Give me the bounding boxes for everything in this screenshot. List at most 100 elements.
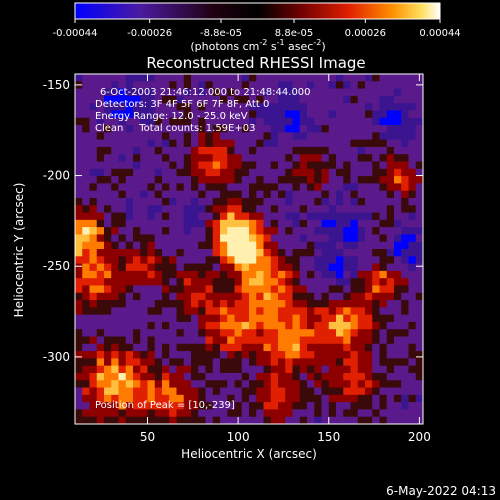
heatmap-cell: [386, 176, 395, 184]
heatmap-cell: [111, 285, 119, 294]
heatmap-cell: [285, 263, 293, 272]
heatmap-cell: [176, 292, 185, 301]
heatmap-cell: [176, 132, 185, 141]
heatmap-cell: [314, 117, 322, 126]
heatmap-cell: [227, 176, 235, 184]
heatmap-cell: [415, 168, 424, 177]
heatmap-cell: [104, 270, 112, 279]
heatmap-cell: [263, 74, 272, 82]
heatmap-cell: [89, 343, 98, 352]
heatmap-cell: [104, 74, 112, 82]
heatmap-cell: [234, 176, 243, 184]
heatmap-cell: [278, 372, 286, 381]
heatmap-cell: [350, 402, 359, 410]
heatmap-cell: [336, 161, 344, 170]
heatmap-cell: [147, 394, 156, 403]
heatmap-cell: [328, 321, 337, 330]
heatmap-cell: [133, 263, 141, 272]
heatmap-cell: [401, 212, 409, 221]
heatmap-cell: [133, 314, 141, 323]
heatmap-cell: [401, 307, 409, 316]
heatmap-cell: [408, 241, 417, 250]
heatmap-cell: [386, 372, 395, 381]
heatmap-cell: [220, 161, 228, 170]
heatmap-cell: [118, 154, 127, 162]
heatmap-cell: [75, 270, 83, 279]
heatmap-cell: [386, 168, 395, 177]
heatmap-cell: [415, 212, 424, 221]
heatmap-cell: [227, 132, 235, 141]
heatmap-cell: [205, 270, 214, 279]
heatmap-cell: [125, 95, 134, 104]
heatmap-cell: [372, 307, 380, 316]
heatmap-cell: [234, 197, 243, 206]
heatmap-cell: [394, 278, 402, 286]
heatmap-cell: [278, 95, 286, 104]
heatmap-cell: [125, 125, 134, 133]
heatmap-cell: [350, 307, 359, 316]
heatmap-cell: [133, 336, 141, 345]
heatmap-cell: [263, 241, 272, 250]
heatmap-cell: [379, 270, 388, 279]
heatmap-cell: [408, 351, 417, 359]
heatmap-cell: [365, 125, 373, 133]
heatmap-cell: [256, 183, 264, 192]
heatmap-cell: [278, 154, 286, 162]
heatmap-cell: [263, 154, 272, 162]
heatmap-cell: [234, 300, 243, 308]
heatmap-cell: [372, 81, 380, 89]
heatmap-cell: [227, 329, 235, 337]
heatmap-cell: [162, 88, 170, 97]
heatmap-cell: [379, 95, 388, 104]
heatmap-cell: [292, 146, 301, 155]
heatmap-cell: [249, 241, 257, 250]
heatmap-cell: [321, 372, 330, 381]
heatmap-cell: [205, 74, 214, 82]
heatmap-cell: [249, 161, 257, 170]
heatmap-cell: [256, 110, 264, 119]
heatmap-cell: [183, 292, 192, 301]
heatmap-cell: [191, 314, 199, 323]
heatmap-cell: [256, 125, 264, 133]
heatmap-cell: [104, 234, 112, 243]
heatmap-cell: [140, 387, 148, 396]
heatmap-cell: [75, 351, 83, 359]
heatmap-cell: [191, 409, 199, 418]
heatmap-cell: [328, 263, 337, 272]
heatmap-cell: [111, 117, 119, 126]
heatmap-cell: [147, 212, 156, 221]
heatmap-cell: [365, 394, 373, 403]
heatmap-cell: [234, 343, 243, 352]
heatmap-cell: [191, 146, 199, 155]
heatmap-cell: [372, 270, 380, 279]
heatmap-cell: [263, 88, 272, 97]
heatmap-cell: [336, 372, 344, 381]
heatmap-cell: [386, 300, 395, 308]
heatmap-cell: [343, 110, 351, 119]
heatmap-cell: [111, 351, 119, 359]
heatmap-cell: [343, 358, 351, 367]
heatmap-cell: [241, 197, 250, 206]
heatmap-cell: [241, 278, 250, 286]
heatmap-cell: [357, 416, 366, 425]
heatmap-cell: [227, 270, 235, 279]
heatmap-cell: [343, 183, 351, 192]
heatmap-cell: [357, 321, 366, 330]
heatmap-cell: [285, 409, 293, 418]
heatmap-cell: [154, 249, 163, 257]
heatmap-cell: [191, 132, 199, 141]
heatmap-cell: [350, 146, 359, 155]
heatmap-cell: [89, 372, 98, 381]
heatmap-cell: [350, 409, 359, 418]
heatmap-cell: [162, 321, 170, 330]
heatmap-cell: [321, 168, 330, 177]
heatmap-cell: [241, 146, 250, 155]
heatmap-cell: [140, 300, 148, 308]
heatmap-cell: [365, 387, 373, 396]
heatmap-cell: [408, 227, 417, 235]
heatmap-cell: [154, 387, 163, 396]
heatmap-cell: [278, 190, 286, 199]
heatmap-cell: [82, 351, 90, 359]
heatmap-cell: [278, 263, 286, 272]
heatmap-cell: [75, 329, 83, 337]
